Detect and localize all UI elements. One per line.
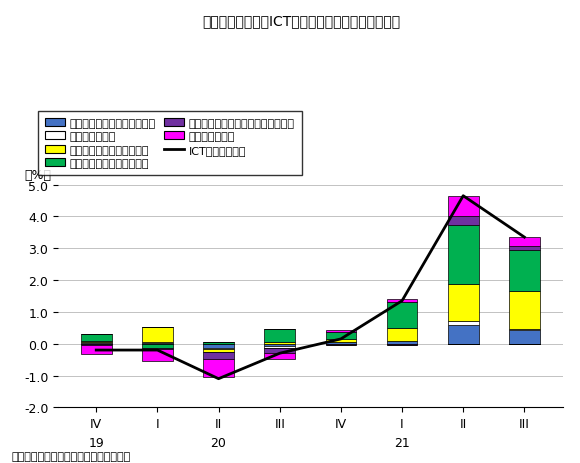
- Bar: [325, 330, 356, 332]
- Text: （出所）財務省「貿易統計」から作成。: （出所）財務省「貿易統計」から作成。: [12, 450, 131, 461]
- Bar: [325, 343, 356, 344]
- Bar: [203, 359, 234, 378]
- Text: 21: 21: [394, 436, 410, 449]
- Bar: [387, 300, 418, 302]
- Text: （%）: （%）: [24, 169, 52, 182]
- Bar: [142, 350, 173, 361]
- Bar: [448, 216, 478, 226]
- Bar: [325, 344, 356, 345]
- Legend: 電算機類（含部品）・寄与度, 通信機・寄与度, 半導体等電子部品・寄与度, 半導体等製造装置・寄与度, 音響・映像機器（含部品）・寄与度, その他・寄与度, I: 電算機類（含部品）・寄与度, 通信機・寄与度, 半導体等電子部品・寄与度, 半導…: [38, 112, 302, 175]
- Bar: [325, 342, 356, 343]
- Bar: [264, 342, 295, 344]
- Bar: [509, 238, 539, 246]
- Bar: [142, 327, 173, 342]
- Bar: [81, 345, 111, 354]
- Bar: [387, 341, 418, 344]
- Bar: [264, 348, 295, 353]
- Bar: [387, 344, 418, 345]
- Bar: [387, 302, 418, 328]
- Bar: [448, 321, 478, 325]
- Bar: [264, 344, 295, 346]
- Bar: [509, 250, 539, 291]
- Bar: [203, 344, 234, 348]
- Bar: [448, 325, 478, 344]
- Bar: [142, 342, 173, 343]
- Bar: [325, 339, 356, 342]
- Bar: [203, 348, 234, 350]
- Bar: [264, 353, 295, 359]
- Bar: [81, 341, 111, 342]
- Bar: [81, 343, 111, 344]
- Bar: [203, 350, 234, 352]
- Bar: [325, 332, 356, 339]
- Bar: [81, 334, 111, 341]
- Bar: [509, 331, 539, 344]
- Bar: [264, 329, 295, 342]
- Bar: [142, 344, 173, 348]
- Bar: [203, 352, 234, 359]
- Bar: [509, 246, 539, 250]
- Text: 19: 19: [88, 436, 104, 449]
- Bar: [203, 342, 234, 344]
- Bar: [81, 344, 111, 345]
- Bar: [387, 328, 418, 341]
- Text: 輸出総額に占めるICT関連輸出（品目別）の寄与度: 輸出総額に占めるICT関連輸出（品目別）の寄与度: [202, 14, 401, 28]
- Bar: [142, 343, 173, 344]
- Bar: [509, 291, 539, 329]
- Bar: [448, 196, 478, 216]
- Bar: [448, 226, 478, 285]
- Bar: [81, 342, 111, 343]
- Bar: [448, 285, 478, 321]
- Bar: [142, 348, 173, 350]
- Bar: [509, 329, 539, 331]
- Text: 20: 20: [211, 436, 227, 449]
- Bar: [264, 346, 295, 348]
